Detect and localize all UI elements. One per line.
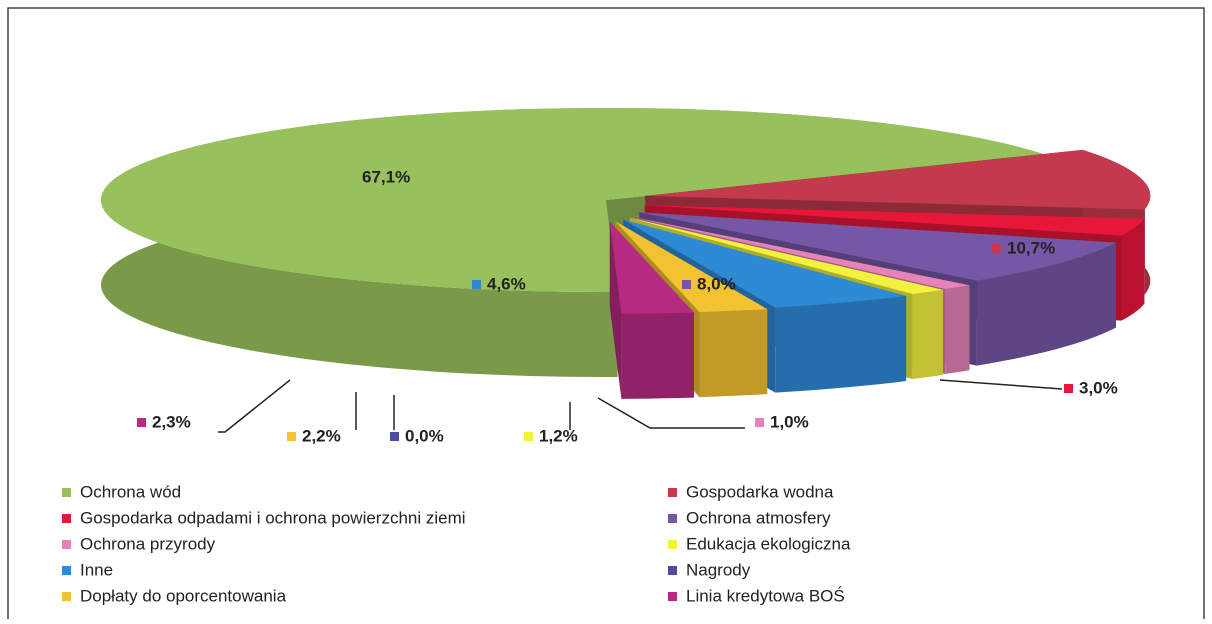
slice-top: [644, 205, 1145, 236]
slice-side: [1121, 218, 1145, 321]
slice-side: [945, 285, 970, 374]
data-label: 8,0%: [697, 274, 736, 293]
slice-side: [775, 296, 907, 393]
legend-label: Gospodarka wodna: [686, 482, 834, 501]
label-marker: [755, 418, 764, 427]
slice-top: [615, 221, 768, 313]
slice-side: [912, 289, 943, 379]
legend-swatch: [668, 540, 677, 549]
legend-label: Edukacja ekologiczna: [686, 534, 851, 553]
legend-label: Inne: [80, 560, 113, 579]
legend-swatch: [668, 566, 677, 575]
legend-swatch: [62, 540, 71, 549]
legend: Ochrona wód Gospodarka wodna Gospodarka od…: [62, 482, 851, 605]
legend-label: Linia kredytowa BOŚ: [686, 586, 845, 605]
legend-label: Ochrona wód: [80, 482, 181, 501]
label-marker: [287, 432, 296, 441]
slice-side: [976, 242, 1116, 366]
slice-top: [101, 108, 1044, 292]
label-marker: [992, 244, 1001, 253]
label-marker: [472, 280, 481, 289]
data-label: 2,2%: [302, 426, 341, 445]
legend-label: Ochrona przyrody: [80, 534, 216, 553]
chart-border: [7, 7, 1205, 624]
legend-swatch: [62, 488, 71, 497]
data-label: 3,0%: [1079, 378, 1118, 397]
slice-top: [609, 221, 694, 314]
data-label: 4,6%: [487, 274, 526, 293]
label-marker: [137, 418, 146, 427]
slice-top: [629, 217, 943, 294]
legend-label: Gospodarka odpadami i ochrona powierzchn…: [80, 508, 466, 527]
pie: [101, 108, 1151, 399]
slice-side: [699, 309, 768, 398]
label-marker: [347, 173, 356, 182]
slice-top: [645, 149, 1151, 210]
legend-swatch: [668, 514, 677, 523]
slice-top: [631, 216, 970, 289]
legend-label: Ochrona atmosfery: [686, 508, 831, 527]
legend-swatch: [62, 514, 71, 523]
slice-top: [639, 212, 1116, 281]
legend-swatch: [668, 488, 677, 497]
legend-swatch: [62, 592, 71, 601]
leader-line: [597, 397, 745, 429]
data-label: 1,2%: [539, 426, 578, 445]
legend-label: Nagrody: [686, 560, 751, 579]
slice-top: [623, 219, 907, 308]
data-label: 10,7%: [1007, 238, 1055, 257]
data-label: 67,1%: [362, 167, 410, 186]
label-marker: [390, 432, 399, 441]
leader-line: [939, 379, 1063, 390]
label-marker: [524, 432, 533, 441]
label-marker: [682, 280, 691, 289]
data-label: 2,3%: [152, 412, 191, 431]
slice-side: [621, 312, 694, 399]
slice-side: [609, 221, 622, 399]
leader-line: [218, 379, 291, 433]
legend-swatch: [62, 566, 71, 575]
legend-swatch: [668, 592, 677, 601]
label-marker: [1064, 384, 1073, 393]
data-labels: 67,1% 10,7% 3,0% 8,0% 1,0% 1,2% 4,6% 0,0% 2,2% 2,…: [137, 167, 1118, 445]
pie-slice: [609, 221, 694, 399]
legend-label: Dopłaty do oporcentowania: [80, 586, 287, 605]
data-label: 0,0%: [405, 426, 444, 445]
data-label: 1,0%: [770, 412, 809, 431]
